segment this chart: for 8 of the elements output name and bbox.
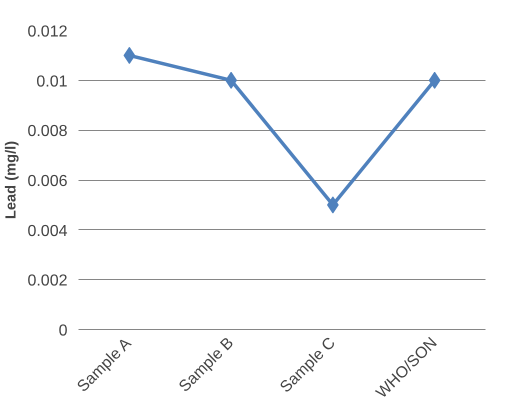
y-tick-label: 0.006 <box>27 173 68 190</box>
y-tick-label: 0 <box>58 322 68 340</box>
y-tick-label: 0.008 <box>27 123 68 140</box>
y-tick-label: 0.002 <box>27 272 68 290</box>
y-tick-label: 0.004 <box>27 222 68 240</box>
y-tick-label: 0.012 <box>27 24 68 40</box>
y-axis-title: Lead (mg/l) <box>3 140 20 220</box>
y-tick-label: 0.01 <box>36 73 68 90</box>
